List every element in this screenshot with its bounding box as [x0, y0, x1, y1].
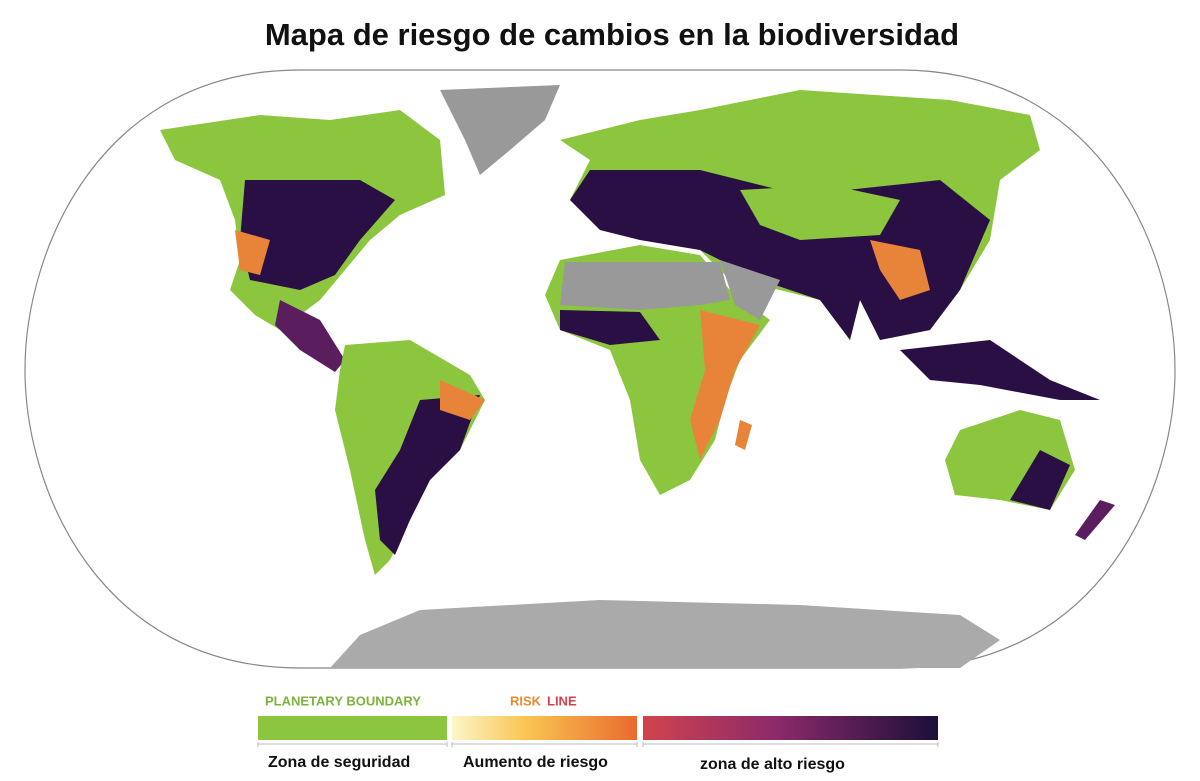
- greenland: [440, 85, 560, 175]
- north-america-rising: [235, 230, 270, 275]
- madagascar: [735, 420, 752, 450]
- legend-zone: zona de alto riesgo: [700, 756, 845, 773]
- south-america-rising: [440, 380, 485, 420]
- antarctica: [330, 600, 1000, 668]
- new-zealand: [1075, 500, 1115, 540]
- legend-zone: Zona de seguridad: [268, 754, 410, 771]
- legend-zone: Aumento de riesgo: [463, 754, 608, 771]
- arabia: [720, 260, 780, 320]
- north-america-risk: [240, 180, 395, 290]
- australia-risk: [1010, 450, 1070, 510]
- legend-brackets: [257, 742, 939, 747]
- south-america-risk: [375, 395, 480, 555]
- africa-risk: [560, 310, 660, 345]
- southeast-asia: [900, 340, 1100, 400]
- legend-line: LINE: [547, 693, 577, 708]
- legend-rising-bar: [452, 716, 637, 740]
- asia-rising: [870, 240, 930, 300]
- legend-boundary: PLANETARY BOUNDARY: [265, 693, 421, 708]
- legend-high-bar: [643, 716, 938, 740]
- map-title: Mapa de riesgo de cambios en la biodiver…: [265, 17, 959, 52]
- africa-rising: [690, 310, 760, 460]
- legend-safe-bar: [258, 716, 447, 740]
- central-america: [275, 300, 345, 372]
- sahara: [560, 262, 730, 310]
- central-asia: [740, 185, 900, 240]
- legend: PLANETARY BOUNDARY RISK LINE Zona de seg…: [257, 693, 939, 773]
- world-map: [24, 69, 1176, 669]
- legend-risk: RISK: [510, 693, 542, 708]
